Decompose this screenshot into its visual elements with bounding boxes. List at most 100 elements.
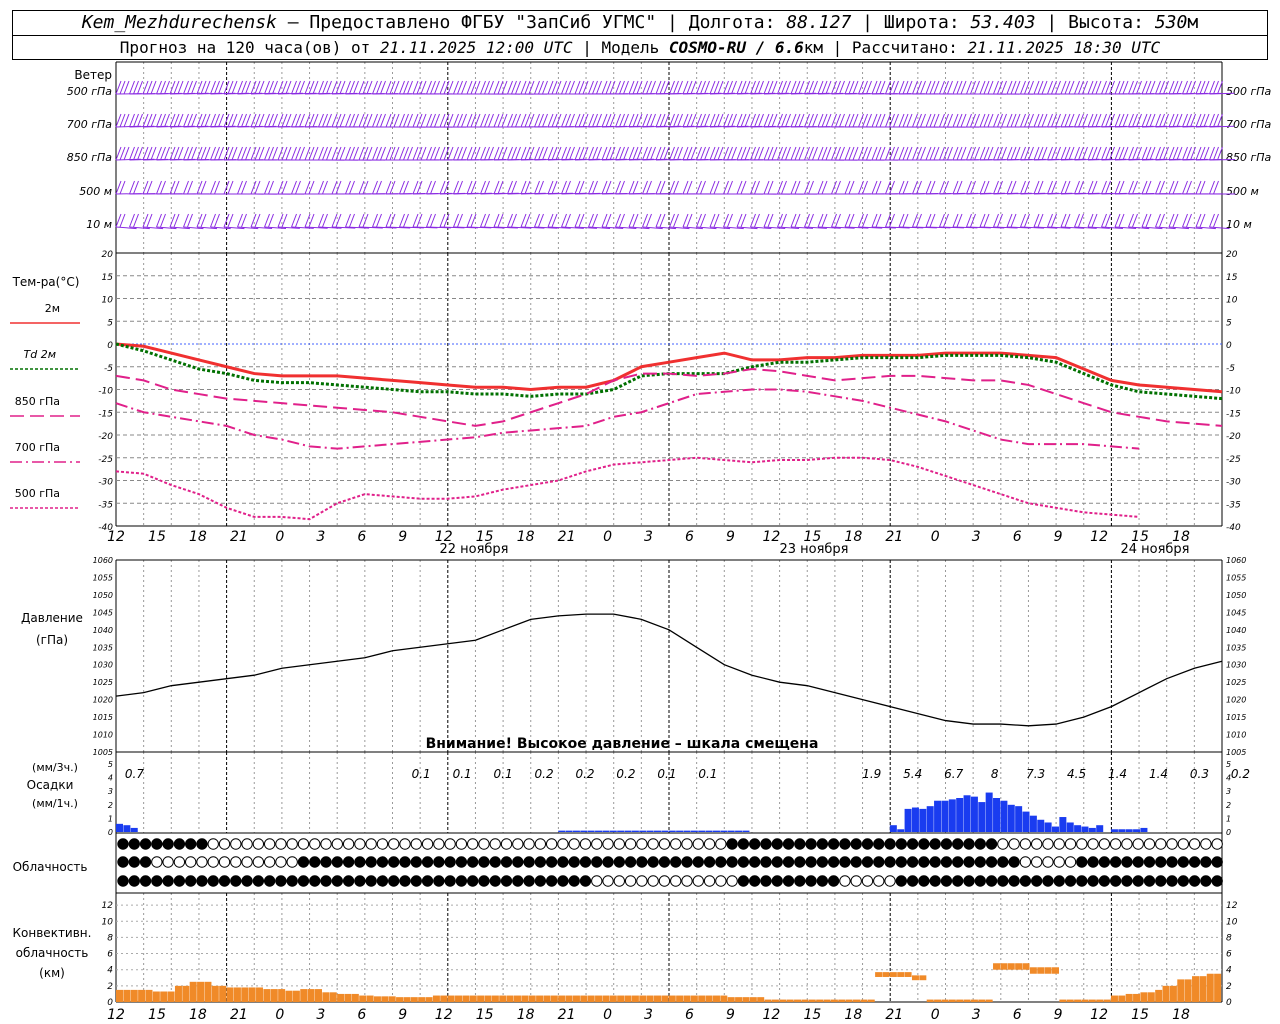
wind-barb-feather	[821, 180, 828, 195]
wind-barb-feather	[1060, 80, 1067, 95]
conv-bar	[985, 999, 993, 1002]
cloud-cover-symbol	[557, 856, 569, 868]
wind-barb-feather	[601, 213, 608, 228]
wind-barb-feather	[254, 180, 261, 195]
wind-barb-feather	[150, 113, 157, 128]
wind-barb-feather	[480, 146, 486, 161]
wind-barb-feather	[628, 213, 635, 228]
wind-barb-feather	[1195, 80, 1202, 95]
wind-barb-feather	[804, 80, 810, 95]
wind-barb-feather	[484, 213, 490, 228]
cloud-cover-symbol	[354, 838, 366, 850]
wind-barb-feather	[565, 213, 571, 228]
wind-barb-feather	[119, 113, 126, 128]
pressure-ytick-left: 1045	[93, 608, 113, 617]
wind-barb-shaft	[223, 226, 245, 230]
cloud-cover-symbol	[1132, 875, 1144, 887]
wind-barb-feather	[520, 113, 527, 128]
wind-barb-feather	[588, 180, 594, 195]
wind-barb-feather	[713, 80, 720, 95]
wind-barb-feather	[1051, 180, 1057, 195]
cloud-cover-symbol	[771, 838, 783, 850]
cloud-cover-symbol	[1132, 838, 1144, 850]
wind-barb-feather	[601, 113, 608, 128]
cloud-cover-symbol	[1188, 838, 1201, 850]
cloud-cover-symbol	[929, 875, 941, 887]
precip-3h-total: 0.2	[616, 767, 635, 781]
wind-barb-feather	[974, 113, 980, 128]
wind-barb-feather	[538, 213, 544, 228]
wind-barb-feather	[956, 180, 963, 195]
conv-bar	[1192, 976, 1200, 1002]
wind-barb-feather	[578, 80, 585, 95]
wind-barb-feather	[250, 180, 257, 195]
wind-barb-feather	[1091, 113, 1098, 128]
cloud-cover-symbol	[376, 875, 389, 887]
cloud-cover-symbol	[748, 875, 761, 887]
temp-series-0	[115, 342, 1223, 394]
conv-bar	[138, 989, 146, 1002]
wind-barb-feather	[331, 213, 338, 228]
cloud-cover-symbol	[500, 856, 513, 868]
wind-barb-feather	[858, 213, 864, 228]
wind-barb-feather	[461, 113, 467, 128]
wind-barb-feather	[875, 146, 882, 161]
wind-barb-feather	[754, 80, 760, 95]
wind-barb-feather	[1145, 113, 1152, 128]
cloud-cover-symbol	[286, 838, 298, 850]
wind-barb-feather	[569, 113, 575, 128]
wind-barb-feather	[1114, 113, 1121, 128]
wind-barb-feather	[642, 180, 648, 195]
cloud-cover-symbol	[997, 875, 1009, 887]
wind-barb-feather	[304, 80, 311, 95]
wind-barb-feather	[439, 213, 446, 228]
cloud-cover-symbol	[342, 856, 355, 868]
conv-bar	[816, 999, 824, 1002]
wind-barb-feather	[997, 213, 1003, 228]
wind-barb-feather	[727, 180, 733, 195]
wind-barb-feather	[659, 213, 666, 228]
wind-barb-feather	[362, 213, 369, 228]
conv-bar	[1059, 999, 1067, 1002]
cloud-cover-symbol	[545, 838, 558, 850]
cloud-cover-symbol	[1177, 875, 1190, 887]
wind-barb-feather	[966, 80, 972, 95]
wind-barb-feather	[1064, 113, 1071, 128]
cloud-cover-symbol	[365, 856, 377, 868]
wind-barb-feather	[318, 146, 324, 161]
wind-barb-feather	[582, 146, 589, 161]
wind-barb-feather	[322, 180, 328, 195]
wind-barb-feather	[349, 113, 355, 128]
wind-barb-feather	[844, 113, 851, 128]
cloud-cover-symbol	[455, 838, 468, 850]
wind-barb-feather	[731, 146, 737, 161]
wind-barb-feather	[430, 113, 436, 128]
wind-barb-feather	[659, 146, 666, 161]
wind-barb-feather	[308, 180, 315, 195]
wind-barb-feather	[524, 146, 531, 161]
wind-barb-feather	[916, 180, 922, 195]
wind-barb-feather	[507, 180, 513, 195]
cloud-cover-symbol	[636, 838, 648, 850]
wind-barb-shaft	[129, 226, 150, 230]
wind-barb-feather	[974, 80, 980, 95]
wind-barb-feather	[439, 146, 446, 161]
conv-bar	[241, 987, 249, 1002]
wind-barb-shaft	[804, 226, 827, 229]
wind-barb-feather	[619, 80, 625, 95]
conv-bar	[595, 995, 603, 1002]
wind-barb-feather	[1020, 80, 1026, 95]
wind-barb-feather	[412, 213, 419, 228]
temp-ytick-right: -25	[1226, 455, 1241, 465]
conv-bar	[587, 995, 595, 1002]
wind-barb-feather	[1068, 146, 1075, 161]
cloud-cover-symbol	[1030, 838, 1043, 850]
wind-barb-feather	[250, 113, 257, 128]
wind-barb-feather	[794, 113, 801, 128]
wind-barb-feather	[349, 80, 355, 95]
wind-barb-feather	[885, 146, 891, 161]
conv-bar	[499, 995, 507, 1002]
cloud-cover-symbol	[1019, 875, 1032, 887]
hour-tick-label: 18	[844, 529, 862, 545]
wind-barb-feather	[1037, 180, 1044, 195]
